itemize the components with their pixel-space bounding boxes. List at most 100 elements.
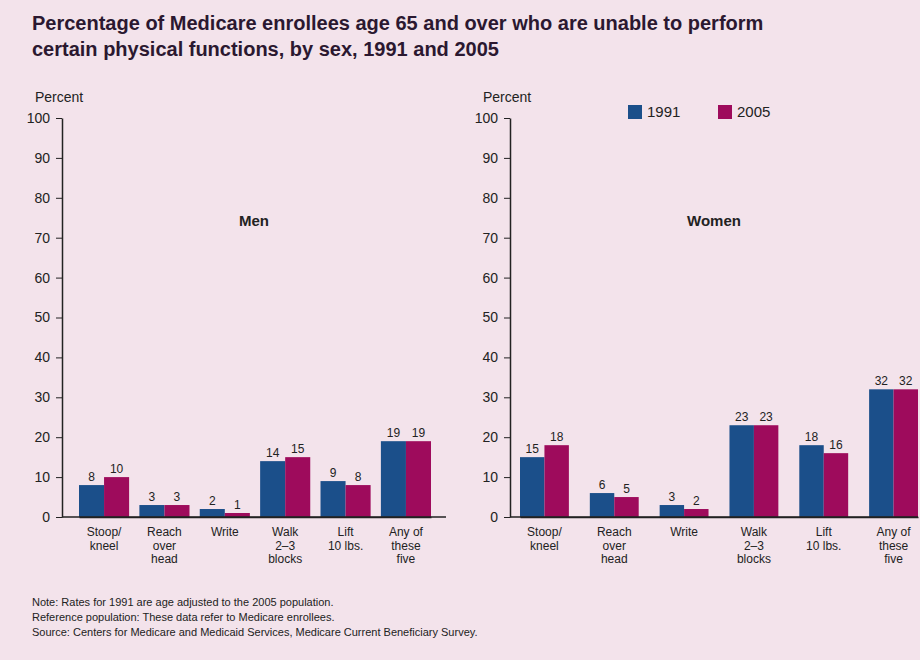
x-tick-label: Write (670, 525, 698, 539)
y-tick-label: 80 (34, 190, 50, 206)
y-tick: 40 (34, 349, 62, 365)
bar (260, 461, 285, 517)
bar (684, 509, 708, 517)
y-tick-mark (504, 278, 510, 279)
y-tick-label: 100 (475, 110, 499, 126)
y-tick-mark (504, 437, 510, 438)
x-tick-label-line: five (397, 552, 416, 566)
data-labels: 83214919103115819 (88, 426, 425, 512)
data-label: 2 (693, 494, 700, 508)
x-tick-label-line: Lift (816, 525, 833, 539)
y-tick-mark (56, 238, 62, 239)
data-label: 3 (669, 490, 676, 504)
note: Reference population: These data refer t… (32, 611, 334, 623)
data-label: 8 (88, 470, 95, 484)
y-tick-mark (504, 198, 510, 199)
y-tick: 20 (482, 429, 510, 445)
x-tick-label-line: these (391, 539, 421, 553)
bar (285, 457, 310, 517)
x-tick-label-line: kneel (90, 539, 119, 553)
y-tick-label: 0 (42, 509, 50, 525)
data-label: 6 (599, 478, 606, 492)
y-tick-mark (56, 278, 62, 279)
x-tick-label: Walk2–3blocks (268, 525, 302, 567)
x-tick-label: Lift10 lbs. (328, 525, 363, 553)
y-tick: 80 (34, 190, 62, 206)
bar (614, 497, 638, 517)
x-tick-label-line: head (151, 552, 178, 566)
y-axis-title: Percent (483, 89, 531, 105)
data-label: 14 (266, 446, 280, 460)
x-tick-label-line: these (879, 539, 909, 553)
y-axis: 0102030405060708090100 (27, 110, 63, 525)
bar (381, 441, 406, 517)
y-tick: 100 (475, 110, 510, 126)
x-tick: Reachoverhead (597, 525, 632, 567)
y-tick: 80 (482, 190, 510, 206)
y-tick-mark (56, 357, 62, 358)
x-tick-label-line: over (603, 539, 626, 553)
data-label: 32 (899, 374, 913, 388)
data-label: 2 (209, 494, 216, 508)
y-tick-mark (504, 517, 510, 518)
data-label: 23 (735, 410, 749, 424)
x-tick-label-line: Lift (338, 525, 355, 539)
y-tick-mark (56, 118, 62, 119)
data-label: 18 (805, 430, 819, 444)
data-label: 1 (234, 498, 241, 512)
x-tick: Any ofthesefive (389, 525, 424, 567)
y-tick: 50 (34, 309, 62, 325)
y-tick-mark (56, 477, 62, 478)
x-axis: Stoop/kneel Reachoverhead Write Walk2–3bloc… (80, 518, 432, 567)
bar (729, 425, 753, 517)
x-tick: Stoop/kneel (87, 525, 122, 553)
bar (79, 485, 104, 517)
y-tick: 10 (34, 469, 62, 485)
data-label: 8 (355, 470, 362, 484)
y-axis: 0102030405060708090100 (475, 110, 511, 525)
y-tick-label: 60 (482, 270, 498, 286)
x-tick-label-line: Write (211, 525, 239, 539)
y-tick-label: 30 (34, 389, 50, 405)
x-tick-label-line: Any of (389, 525, 424, 539)
y-tick-mark (504, 357, 510, 358)
y-tick-mark (504, 158, 510, 159)
bar (104, 477, 129, 517)
bar (660, 505, 684, 517)
bar (321, 481, 346, 517)
y-tick: 20 (34, 429, 62, 445)
title-line: certain physical functions, by sex, 1991… (32, 38, 499, 60)
bar (346, 485, 371, 517)
y-tick-mark (56, 437, 62, 438)
x-tick-label-line: five (884, 552, 903, 566)
x-baseline (62, 516, 446, 518)
y-tick-label: 60 (34, 270, 50, 286)
data-label: 19 (387, 426, 401, 440)
y-tick-mark (504, 477, 510, 478)
legend-swatch (628, 105, 642, 119)
x-tick-label-line: blocks (268, 552, 302, 566)
title: Percentage of Medicare enrollees age 65 … (32, 12, 763, 60)
legend-swatch (718, 105, 732, 119)
y-tick-label: 40 (34, 349, 50, 365)
y-tick-label: 50 (34, 309, 50, 325)
panel-title: Women (687, 212, 741, 229)
bars (79, 441, 431, 517)
y-tick: 70 (34, 230, 62, 246)
x-tick-label-line: Write (670, 525, 698, 539)
title-line: Percentage of Medicare enrollees age 65 … (32, 12, 763, 34)
bars (520, 389, 918, 517)
x-tick: Reachoverhead (147, 525, 182, 567)
x-tick-label-line: Stoop/ (527, 525, 562, 539)
y-tick-label: 20 (34, 429, 50, 445)
x-tick-label-line: Reach (597, 525, 632, 539)
bar (590, 493, 614, 517)
x-tick-label-line: 10 lbs. (328, 539, 363, 553)
x-baseline (510, 516, 918, 518)
x-tick-label: Stoop/kneel (87, 525, 122, 553)
y-tick: 10 (482, 469, 510, 485)
y-tick: 60 (34, 270, 62, 286)
data-label: 9 (330, 466, 337, 480)
x-tick-label-line: 2–3 (275, 539, 295, 553)
x-tick-label-line: over (153, 539, 176, 553)
